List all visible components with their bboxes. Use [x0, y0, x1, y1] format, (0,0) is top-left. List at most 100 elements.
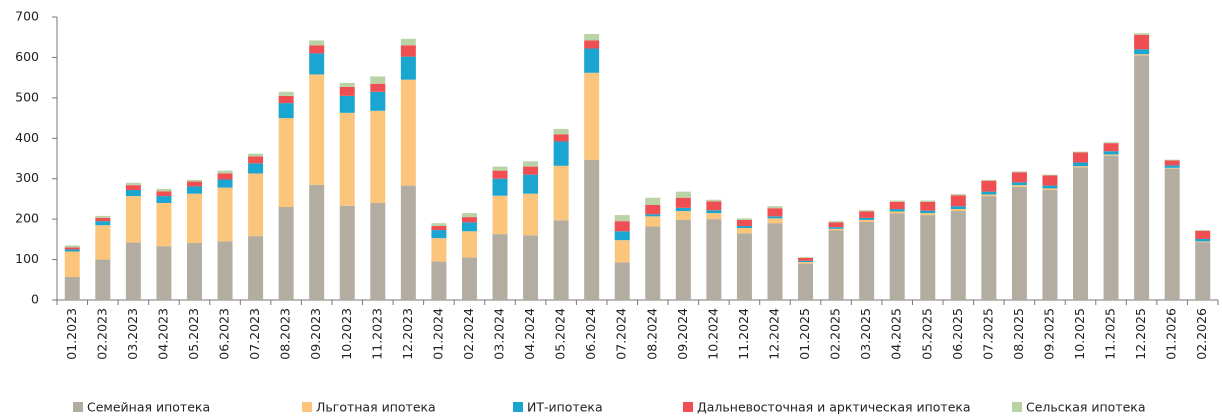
bar-segment: [889, 200, 905, 202]
x-tick-label: 07.2025: [980, 308, 995, 360]
bar-segment: [767, 208, 783, 217]
y-tick-label: 400: [15, 130, 39, 145]
bar-segment: [859, 219, 875, 222]
x-tick-label: 05.2024: [553, 308, 568, 360]
bar-segment: [828, 222, 844, 228]
bar-segment: [125, 185, 141, 191]
bar-segment: [1103, 154, 1119, 156]
bar-segment: [767, 218, 783, 224]
x-tick-label: 09.2024: [675, 308, 690, 360]
bar-segment: [339, 112, 355, 206]
bar-segment: [767, 216, 783, 219]
bar-segment: [920, 215, 936, 300]
bar-segment: [492, 178, 508, 196]
bar-segment: [645, 204, 661, 215]
bar-segment: [736, 218, 752, 220]
bar-segment: [461, 213, 477, 218]
x-tick-label: 01.2025: [797, 308, 812, 360]
bar-segment: [798, 261, 814, 264]
bar-segment: [553, 128, 569, 135]
bar-segment: [1134, 55, 1150, 301]
bar-segment: [767, 223, 783, 300]
bar-segment: [584, 159, 600, 300]
bar-segment: [1103, 151, 1119, 155]
x-tick-label: 06.2023: [217, 308, 232, 360]
bar-segment: [217, 179, 233, 188]
y-tick-label: 200: [15, 211, 39, 226]
bar-segment: [1042, 175, 1058, 186]
bar-segment: [920, 200, 936, 202]
bar-segment: [553, 165, 569, 221]
bar-segment: [1042, 174, 1058, 176]
bar-segment: [125, 196, 141, 243]
y-tick-label: 300: [15, 170, 39, 185]
x-tick-label: 06.2024: [583, 308, 598, 360]
bar-segment: [370, 110, 386, 203]
bar-segment: [614, 240, 630, 263]
legend-swatch: [1012, 402, 1022, 412]
bar-segment: [400, 56, 416, 80]
bar-segment: [309, 74, 325, 185]
bar-segment: [125, 182, 141, 186]
bar-segment: [798, 257, 814, 261]
bar-segment: [278, 207, 294, 300]
bar-segment: [370, 91, 386, 111]
bar-segment: [248, 153, 264, 157]
bar-segment: [1103, 155, 1119, 300]
bar-segment: [1195, 230, 1211, 231]
bar-segment: [1011, 185, 1027, 187]
legend-label: Дальневосточная и арктическая ипотека: [697, 400, 971, 415]
bar-segment: [645, 214, 661, 217]
bar-segment: [309, 184, 325, 300]
bar-segment: [736, 219, 752, 227]
bar-segment: [645, 226, 661, 300]
bar-segment: [370, 83, 386, 92]
bar-segment: [156, 191, 172, 197]
bar-segment: [1073, 166, 1089, 168]
bar-segment: [1134, 33, 1150, 35]
x-tick-label: 01.2024: [430, 308, 445, 360]
bar-segment: [278, 103, 294, 119]
x-tick-label: 04.2025: [889, 308, 904, 360]
x-tick-label: 12.2024: [766, 308, 781, 360]
bar-segment: [675, 219, 691, 300]
bar-segment: [523, 235, 539, 300]
bar-segment: [492, 234, 508, 300]
bar-segment: [431, 226, 447, 231]
bar-segment: [889, 209, 905, 212]
bar-segment: [889, 201, 905, 210]
x-tick-label: 12.2025: [1133, 308, 1148, 360]
bar-segment: [736, 228, 752, 234]
bar-segment: [431, 261, 447, 300]
bar-segment: [1073, 167, 1089, 300]
bar-segment: [706, 201, 722, 211]
x-tick-label: 08.2023: [278, 308, 293, 360]
bar-segment: [1103, 142, 1119, 144]
x-tick-label: 08.2025: [1011, 308, 1026, 360]
bar-segment: [920, 201, 936, 211]
bar-segment: [156, 196, 172, 203]
legend-label: ИТ-ипотека: [527, 400, 603, 415]
bar-segment: [278, 118, 294, 208]
bar-segment: [828, 230, 844, 300]
x-tick-label: 03.2024: [492, 308, 507, 360]
bar-segment: [1164, 159, 1180, 161]
bar-segment: [1134, 49, 1150, 55]
bar-segment: [461, 257, 477, 300]
bar-segment: [186, 186, 202, 194]
y-tick-label: 700: [15, 9, 39, 24]
bar-segment: [950, 211, 966, 300]
bar-segment: [584, 72, 600, 160]
bar-segment: [1164, 168, 1180, 300]
bar-segment: [1134, 54, 1150, 56]
bar-segment: [186, 179, 202, 182]
bar-segment: [889, 213, 905, 300]
x-tick-label: 08.2024: [644, 308, 659, 360]
bar-segment: [95, 225, 111, 260]
bar-segment: [95, 221, 111, 226]
bar-segment: [1042, 185, 1058, 189]
bar-segment: [64, 247, 80, 250]
bar-segment: [614, 221, 630, 232]
bar-segment: [309, 40, 325, 46]
